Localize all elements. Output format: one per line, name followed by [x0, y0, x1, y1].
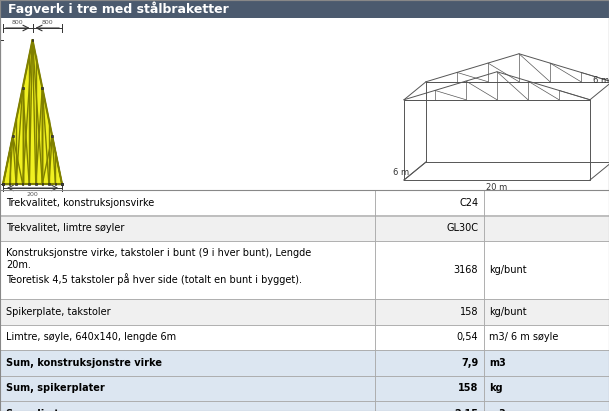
Bar: [484, 190, 609, 215]
Bar: [0, 190, 609, 411]
Bar: [0, 241, 609, 299]
Bar: [0, 0, 609, 18]
Bar: [0, 0, 609, 190]
Text: kg/bunt: kg/bunt: [489, 307, 527, 317]
Bar: [484, 401, 609, 411]
Bar: [9, 183, 10, 185]
Bar: [0, 190, 609, 215]
Bar: [62, 183, 63, 185]
Bar: [0, 325, 375, 350]
Text: Trekvalitet, limtre søyler: Trekvalitet, limtre søyler: [6, 223, 124, 233]
Text: 20 m: 20 m: [487, 183, 508, 192]
Text: m3/ 6 m søyle: m3/ 6 m søyle: [489, 332, 558, 342]
Bar: [22, 87, 24, 89]
Bar: [48, 183, 50, 185]
Bar: [29, 183, 30, 185]
Bar: [375, 401, 484, 411]
Text: kg/bunt: kg/bunt: [489, 265, 527, 275]
Bar: [0, 401, 609, 411]
Bar: [484, 350, 609, 376]
Bar: [41, 87, 43, 89]
Text: kg: kg: [489, 383, 503, 393]
Bar: [12, 135, 14, 137]
Text: m3: m3: [489, 358, 506, 368]
Bar: [484, 215, 609, 241]
Bar: [41, 183, 43, 185]
Bar: [0, 215, 609, 241]
Text: m3: m3: [489, 409, 506, 411]
Bar: [61, 183, 63, 185]
Bar: [375, 215, 484, 241]
Bar: [375, 376, 484, 401]
Bar: [0, 350, 609, 376]
Text: GL30C: GL30C: [446, 223, 478, 233]
Text: 800: 800: [12, 20, 24, 25]
Text: 800: 800: [41, 20, 53, 25]
Bar: [51, 135, 53, 137]
Text: Sum, limtre: Sum, limtre: [6, 409, 71, 411]
Bar: [0, 241, 375, 299]
Text: 200: 200: [27, 192, 38, 197]
Text: 6 m: 6 m: [593, 76, 609, 85]
Text: 2,15: 2,15: [454, 409, 478, 411]
Bar: [375, 299, 484, 325]
Text: 6 m: 6 m: [393, 168, 409, 177]
Bar: [375, 325, 484, 350]
Bar: [0, 325, 609, 350]
Bar: [484, 325, 609, 350]
Bar: [375, 190, 484, 215]
Bar: [0, 350, 375, 376]
Bar: [375, 241, 484, 299]
Text: Konstruksjonstre virke, takstoler i bunt (9 i hver bunt), Lengde
20m.
Teoretisk : Konstruksjonstre virke, takstoler i bunt…: [6, 248, 311, 285]
Text: 0,54: 0,54: [457, 332, 478, 342]
Text: 158: 158: [460, 307, 478, 317]
Text: Spikerplate, takstoler: Spikerplate, takstoler: [6, 307, 111, 317]
Bar: [0, 299, 375, 325]
Bar: [0, 376, 609, 401]
Bar: [2, 183, 4, 185]
Text: 3168: 3168: [454, 265, 478, 275]
Bar: [0, 215, 375, 241]
Bar: [0, 190, 375, 215]
Text: 7,9: 7,9: [461, 358, 478, 368]
Bar: [0, 376, 375, 401]
Text: C24: C24: [459, 198, 478, 208]
Bar: [0, 18, 609, 190]
Bar: [484, 376, 609, 401]
Text: Sum, konstruksjonstre virke: Sum, konstruksjonstre virke: [6, 358, 162, 368]
Bar: [15, 183, 17, 185]
Bar: [35, 183, 37, 185]
Bar: [22, 183, 23, 185]
Text: Sum, spikerplater: Sum, spikerplater: [6, 383, 105, 393]
Text: Fagverk i tre med stålbraketter: Fagverk i tre med stålbraketter: [8, 2, 229, 16]
Text: Limtre, søyle, 640x140, lengde 6m: Limtre, søyle, 640x140, lengde 6m: [6, 332, 176, 342]
Bar: [32, 39, 33, 41]
Bar: [2, 183, 4, 185]
Bar: [0, 401, 375, 411]
Bar: [0, 299, 609, 325]
Bar: [55, 183, 56, 185]
Text: 158: 158: [458, 383, 478, 393]
Bar: [484, 299, 609, 325]
Bar: [484, 241, 609, 299]
Text: Trekvalitet, konstruksjonsvirke: Trekvalitet, konstruksjonsvirke: [6, 198, 154, 208]
Polygon shape: [3, 40, 62, 184]
Bar: [375, 350, 484, 376]
